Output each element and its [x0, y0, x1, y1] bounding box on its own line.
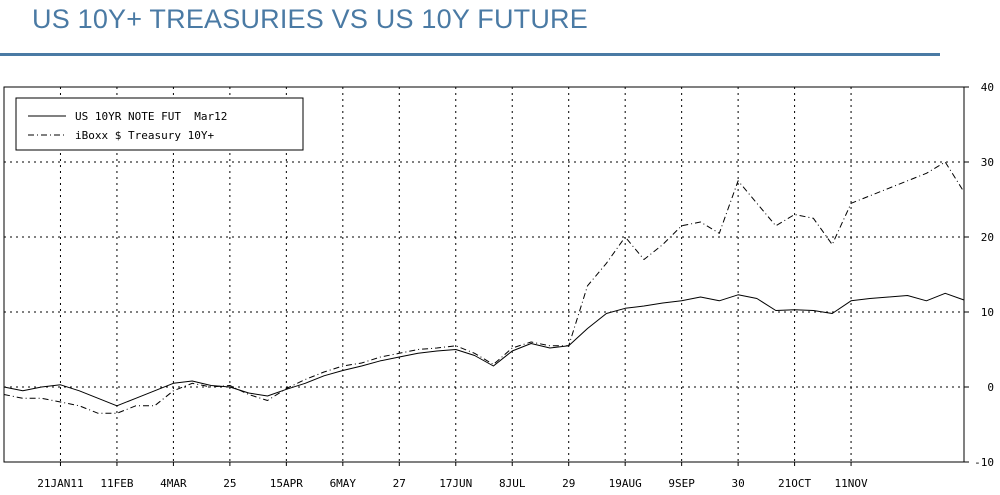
x-axis: 21JAN11 11FEB 4MAR 25 15APR 6MAY 27 17JUN 8JUL 29…	[37, 462, 868, 490]
x-tick-label: 27	[393, 477, 406, 490]
x-tick-label: 9SEP	[668, 477, 695, 490]
y-tick-label: 30	[981, 156, 994, 169]
legend-box	[15, 97, 304, 151]
x-tick-label: 30	[731, 477, 744, 490]
y-tick-label: -10	[974, 456, 994, 469]
series-line-futures	[3, 292, 965, 407]
x-tick-label: 11FEB	[100, 477, 133, 490]
x-tick-label: 17JUN	[439, 477, 472, 490]
x-tick-label: 6MAY	[330, 477, 357, 490]
legend-label-iboxx: iBoxx $ Treasury 10Y+	[75, 129, 214, 142]
x-tick-label: 11NOV	[834, 477, 867, 490]
x-tick-label: 21OCT	[778, 477, 811, 490]
title-rule	[0, 53, 940, 56]
legend-label-futures: US 10YR NOTE FUT Mar12	[75, 110, 227, 123]
x-tick-label: 8JUL	[499, 477, 526, 490]
y-tick-label: 40	[981, 81, 994, 94]
x-tick-label: 4MAR	[160, 477, 187, 490]
y-tick-label: 10	[981, 306, 994, 319]
x-tick-label: 29	[562, 477, 575, 490]
page-title: US 10Y+ TREASURIES VS US 10Y FUTURE	[32, 4, 588, 34]
y-axis: -10 0 10 20 30 40	[964, 81, 994, 469]
x-tick-label: 19AUG	[609, 477, 642, 490]
legend: US 10YR NOTE FUT Mar12 iBoxx $ Treasury …	[15, 97, 304, 151]
y-tick-label: 20	[981, 231, 994, 244]
series-line-iboxx	[3, 161, 965, 414]
x-tick-label: 21JAN11	[37, 477, 83, 490]
plot-frame	[3, 86, 965, 463]
y-tick-label: 0	[987, 381, 994, 394]
x-tick-label: 15APR	[270, 477, 303, 490]
x-tick-label: 25	[223, 477, 236, 490]
grid-lines	[4, 87, 964, 462]
series-lines	[3, 161, 965, 414]
